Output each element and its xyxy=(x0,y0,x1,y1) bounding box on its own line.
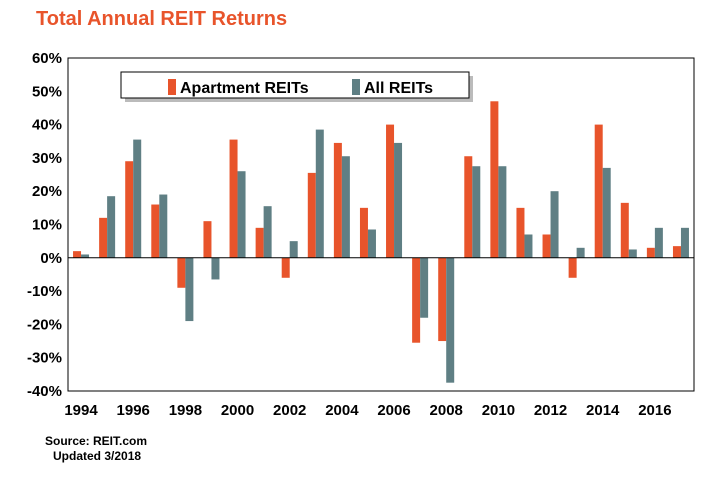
y-tick-label: -40% xyxy=(27,383,62,400)
bar-all-reits xyxy=(394,142,403,258)
bar-apartment-reits xyxy=(255,227,264,258)
bar-apartment-reits xyxy=(542,234,551,258)
bar-all-reits xyxy=(289,241,298,258)
bar-all-reits xyxy=(315,129,324,258)
plot-area-frame xyxy=(67,57,695,392)
x-tick-label: 2016 xyxy=(638,402,671,419)
bar-apartment-reits xyxy=(594,124,603,258)
bar-all-reits xyxy=(367,229,376,258)
bar-all-reits xyxy=(237,171,246,258)
x-tick-label: 2000 xyxy=(221,402,254,419)
chart-title: Total Annual REIT Returns xyxy=(36,8,288,30)
bar-apartment-reits xyxy=(386,124,395,258)
bar-all-reits xyxy=(211,257,220,280)
y-tick-label: 60% xyxy=(32,50,62,67)
bar-apartment-reits xyxy=(620,202,629,258)
x-tick-label: 1998 xyxy=(169,402,202,419)
bar-all-reits xyxy=(576,247,585,258)
bar-apartment-reits xyxy=(99,217,108,258)
source-line: Source: REIT.com xyxy=(45,434,148,448)
y-tick-label: 0% xyxy=(40,250,62,267)
bar-apartment-reits xyxy=(359,207,368,258)
bar-apartment-reits xyxy=(307,172,316,258)
source-note: Source: REIT.com Updated 3/2018 xyxy=(45,434,147,464)
x-tick-label: 1996 xyxy=(117,402,150,419)
bar-apartment-reits xyxy=(73,251,82,258)
y-tick-label: 20% xyxy=(32,183,62,200)
bar-all-reits xyxy=(498,166,507,258)
bar-apartment-reits xyxy=(438,257,447,342)
bar-all-reits xyxy=(680,227,689,258)
bar-all-reits xyxy=(654,227,663,258)
legend-swatch-all-reits xyxy=(352,79,360,95)
x-tick-label: 2006 xyxy=(377,402,410,419)
y-tick-label: 30% xyxy=(32,150,62,167)
bar-apartment-reits xyxy=(151,204,160,258)
y-tick-label: -30% xyxy=(27,350,62,367)
y-tick-label: 10% xyxy=(32,217,62,234)
x-tick-label: 2012 xyxy=(534,402,567,419)
updated-line: Updated 3/2018 xyxy=(53,449,142,463)
x-tick-label: 1994 xyxy=(64,402,98,419)
bar-apartment-reits xyxy=(490,101,499,258)
bar-all-reits xyxy=(341,156,350,258)
bar-apartment-reits xyxy=(333,142,342,258)
x-tick-label: 2010 xyxy=(482,402,515,419)
bar-all-reits xyxy=(420,257,429,318)
bar-all-reits xyxy=(524,234,533,258)
bar-apartment-reits xyxy=(672,246,681,258)
bar-apartment-reits xyxy=(646,247,655,258)
bar-all-reits xyxy=(628,249,637,258)
y-axis: 60% 50% 40% 30% 20% 10% 0% -10% -20% -30% -40% xyxy=(27,50,62,400)
bar-all-reits xyxy=(185,257,194,322)
x-tick-label: 2002 xyxy=(273,402,306,419)
bar-apartment-reits xyxy=(229,139,238,258)
legend-label-apartment-reits: Apartment REITs xyxy=(180,80,309,97)
x-axis: 1994 1996 1998 2000 2002 2004 2006 2008 2010 2012… xyxy=(64,402,671,419)
x-tick-label: 2008 xyxy=(430,402,463,419)
bar-apartment-reits xyxy=(177,257,186,288)
bar-all-reits xyxy=(133,139,142,258)
bar-all-reits xyxy=(107,196,116,258)
y-tick-label: -20% xyxy=(27,316,62,333)
legend-swatch-apartment-reits xyxy=(168,79,176,95)
legend-box xyxy=(120,71,470,99)
bar-apartment-reits xyxy=(412,257,421,343)
bar-apartment-reits xyxy=(464,156,473,258)
bar-all-reits xyxy=(472,166,481,258)
y-tick-label: 40% xyxy=(32,117,62,134)
x-tick-label: 2014 xyxy=(586,402,620,419)
legend-label-all-reits: All REITs xyxy=(364,80,433,97)
bar-apartment-reits xyxy=(281,257,290,278)
bar-apartment-reits xyxy=(203,221,212,258)
bar-all-reits xyxy=(263,206,272,258)
y-tick-label: 50% xyxy=(32,83,62,100)
bar-all-reits xyxy=(446,257,455,383)
bar-apartment-reits xyxy=(516,207,525,258)
legend: Apartment REITs All REITs xyxy=(120,71,473,102)
bar-apartment-reits xyxy=(125,161,134,258)
y-tick-label: -10% xyxy=(27,283,62,300)
bars-group xyxy=(73,101,689,383)
bar-all-reits xyxy=(550,191,559,258)
x-tick-label: 2004 xyxy=(325,402,359,419)
bar-all-reits xyxy=(81,254,90,258)
bar-apartment-reits xyxy=(568,257,577,278)
bar-all-reits xyxy=(602,167,611,258)
bar-all-reits xyxy=(159,194,168,258)
